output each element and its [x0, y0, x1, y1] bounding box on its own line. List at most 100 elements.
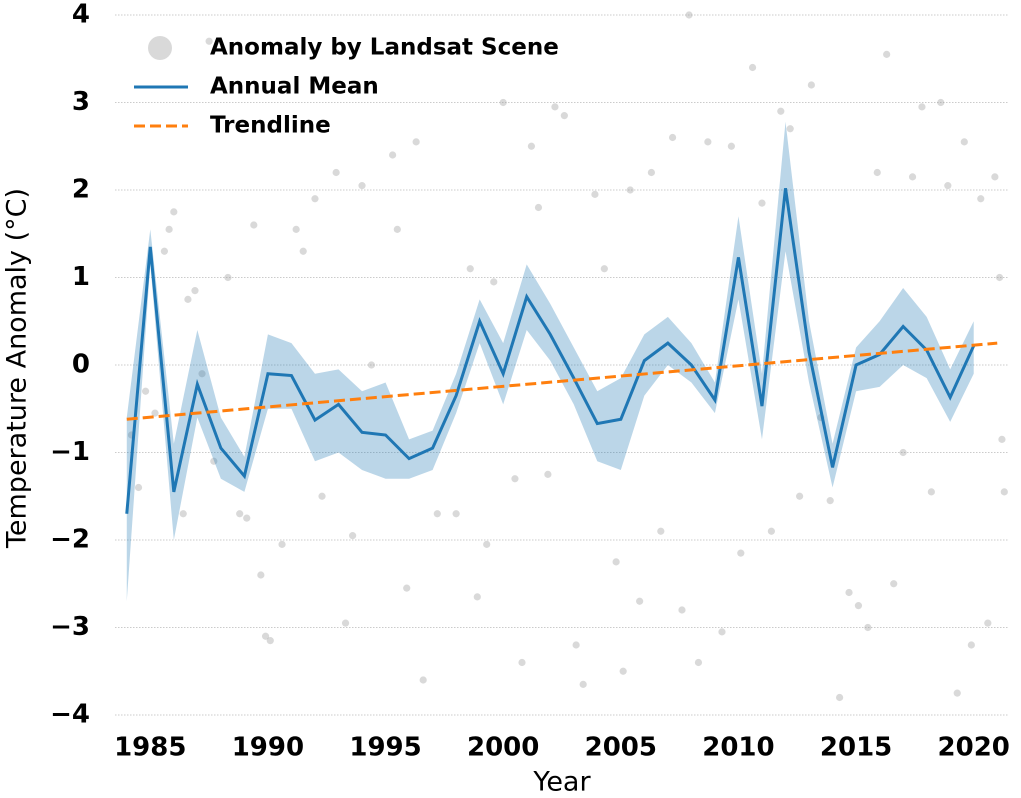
x-tick-label: 2010	[702, 733, 774, 763]
scatter-point	[873, 168, 881, 177]
x-tick-label: 2015	[820, 733, 892, 763]
scatter-point	[967, 641, 975, 649]
y-tick-label: 2	[72, 175, 90, 205]
scatter-point	[160, 247, 169, 255]
scatter-point	[668, 133, 677, 142]
scatter-point	[836, 693, 844, 702]
scatter-point	[918, 103, 926, 111]
scatter-point	[551, 103, 559, 111]
scatter-point	[527, 142, 536, 150]
scatter-point	[403, 584, 411, 592]
y-tick-label: 3	[72, 87, 90, 117]
scatter-point	[984, 619, 992, 627]
scatter-point	[626, 186, 634, 194]
y-axis-label: Temperature Anomaly (°C)	[2, 188, 33, 549]
scatter-point	[998, 435, 1006, 443]
scatter-point	[991, 173, 999, 181]
scatter-point	[579, 680, 587, 688]
scatter-point	[657, 527, 665, 535]
y-tick-label: −1	[50, 437, 90, 467]
scatter-point	[250, 221, 258, 229]
scatter-point	[796, 492, 804, 500]
scatter-point	[636, 597, 644, 605]
scatter-point	[452, 510, 460, 518]
scatter-point	[960, 138, 968, 146]
scatter-point	[257, 571, 265, 579]
x-tick-label: 1990	[232, 733, 304, 763]
scatter-point	[704, 138, 712, 146]
scatter-point	[899, 448, 907, 457]
scatter-point	[518, 658, 526, 667]
legend-label: Anomaly by Landsat Scene	[210, 35, 559, 61]
scatter-point	[292, 225, 300, 233]
scatter-point	[534, 203, 543, 212]
scatter-point	[727, 142, 735, 150]
y-tick-label: 4	[72, 0, 90, 30]
scatter-point	[807, 81, 815, 89]
legend-label: Trendline	[210, 113, 331, 139]
y-tick-label: 1	[72, 262, 90, 292]
scatter-point	[332, 168, 340, 177]
confidence-band	[126, 121, 974, 602]
scatter-point	[767, 527, 775, 535]
scatter-point	[367, 361, 376, 369]
scatter-point	[151, 409, 159, 417]
x-tick-label: 2020	[938, 733, 1010, 763]
scatter-point	[170, 208, 178, 216]
scatter-point	[883, 50, 891, 58]
y-tick-label: −3	[50, 612, 90, 642]
scatter-point	[908, 173, 917, 181]
scatter-point	[937, 98, 945, 107]
scatter-point	[184, 295, 192, 303]
scatter-point	[198, 370, 206, 378]
scatter-point	[419, 676, 427, 684]
x-tick-label: 2005	[585, 733, 657, 763]
scatter-point	[236, 510, 244, 518]
scatter-point	[210, 457, 218, 465]
scatter-point	[224, 273, 232, 282]
scatter-point	[748, 63, 757, 72]
scatter-point	[318, 492, 326, 500]
scatter-point	[389, 151, 397, 159]
scatter-point	[845, 588, 853, 597]
x-tick-label: 1985	[114, 733, 186, 763]
legend-label: Annual Mean	[210, 74, 379, 100]
scatter-point	[612, 558, 620, 566]
scatter-point	[977, 195, 985, 203]
scatter-point	[758, 199, 766, 207]
trendline	[126, 341, 998, 421]
scatter-point	[278, 540, 286, 548]
scatter-point	[927, 488, 935, 496]
scatter-point	[311, 195, 319, 203]
x-tick-label: 1995	[349, 733, 421, 763]
scatter-point	[678, 606, 686, 614]
scatter-point	[786, 125, 794, 133]
scatter-point	[694, 658, 703, 667]
scatter-point	[393, 225, 401, 233]
scatter-point	[591, 190, 599, 198]
scatter-point	[341, 619, 350, 627]
scatter-point	[854, 602, 863, 610]
scatter-point	[953, 689, 961, 697]
scatter-point	[737, 549, 745, 557]
scatter-point	[995, 273, 1004, 282]
scatter-point	[134, 483, 143, 492]
scatter-point	[205, 37, 213, 45]
y-tick-label: −4	[50, 700, 90, 730]
scatter-point	[864, 623, 872, 632]
scatter-point	[358, 182, 366, 190]
scatter-point	[191, 287, 199, 295]
scatter-point	[544, 470, 552, 478]
scatter-point	[243, 514, 251, 522]
scatter-point	[349, 532, 357, 540]
scatter-point	[433, 510, 441, 518]
scatter-point	[179, 510, 187, 518]
scatter-point	[826, 497, 834, 505]
scatter-point	[890, 580, 898, 588]
y-tick-label: −2	[50, 525, 90, 555]
annual-mean-line	[125, 188, 976, 514]
scatter-point	[473, 593, 481, 601]
scatter-point	[600, 265, 608, 273]
scatter-point	[141, 387, 150, 395]
